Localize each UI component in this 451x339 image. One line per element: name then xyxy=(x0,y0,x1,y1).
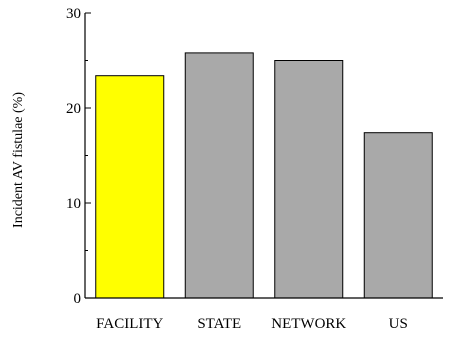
bar-state xyxy=(184,52,254,299)
x-category-label: FACILITY xyxy=(96,316,163,332)
bars xyxy=(95,52,433,299)
y-axis-label: Incident AV fistulae (%) xyxy=(11,92,26,228)
y-tick-label: 10 xyxy=(66,196,81,212)
y-axis-label-group: Incident AV fistulae (%) xyxy=(11,92,26,228)
x-category-label: US xyxy=(389,316,408,332)
y-axis-ticks: 0 10 20 30 xyxy=(66,6,91,307)
bar-facility xyxy=(95,75,165,299)
plot-frame xyxy=(84,13,443,299)
x-category-label: STATE xyxy=(197,316,241,332)
bar-us xyxy=(363,132,433,299)
y-tick-label: 30 xyxy=(66,6,81,22)
x-category-label: NETWORK xyxy=(271,316,346,332)
y-tick-label: 0 xyxy=(74,291,82,307)
bar-network xyxy=(274,60,344,299)
x-axis-categories: FACILITY STATE NETWORK US xyxy=(96,316,408,332)
y-tick-label: 20 xyxy=(66,101,81,117)
